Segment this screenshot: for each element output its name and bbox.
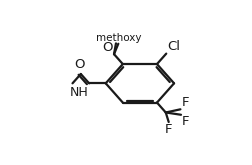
Text: NH: NH <box>69 86 88 99</box>
Text: F: F <box>182 115 190 128</box>
Text: O: O <box>102 41 112 54</box>
Text: Cl: Cl <box>167 40 180 53</box>
Text: methoxy: methoxy <box>96 33 141 43</box>
Text: O: O <box>75 58 85 71</box>
Text: F: F <box>165 123 172 136</box>
Text: F: F <box>181 96 189 109</box>
